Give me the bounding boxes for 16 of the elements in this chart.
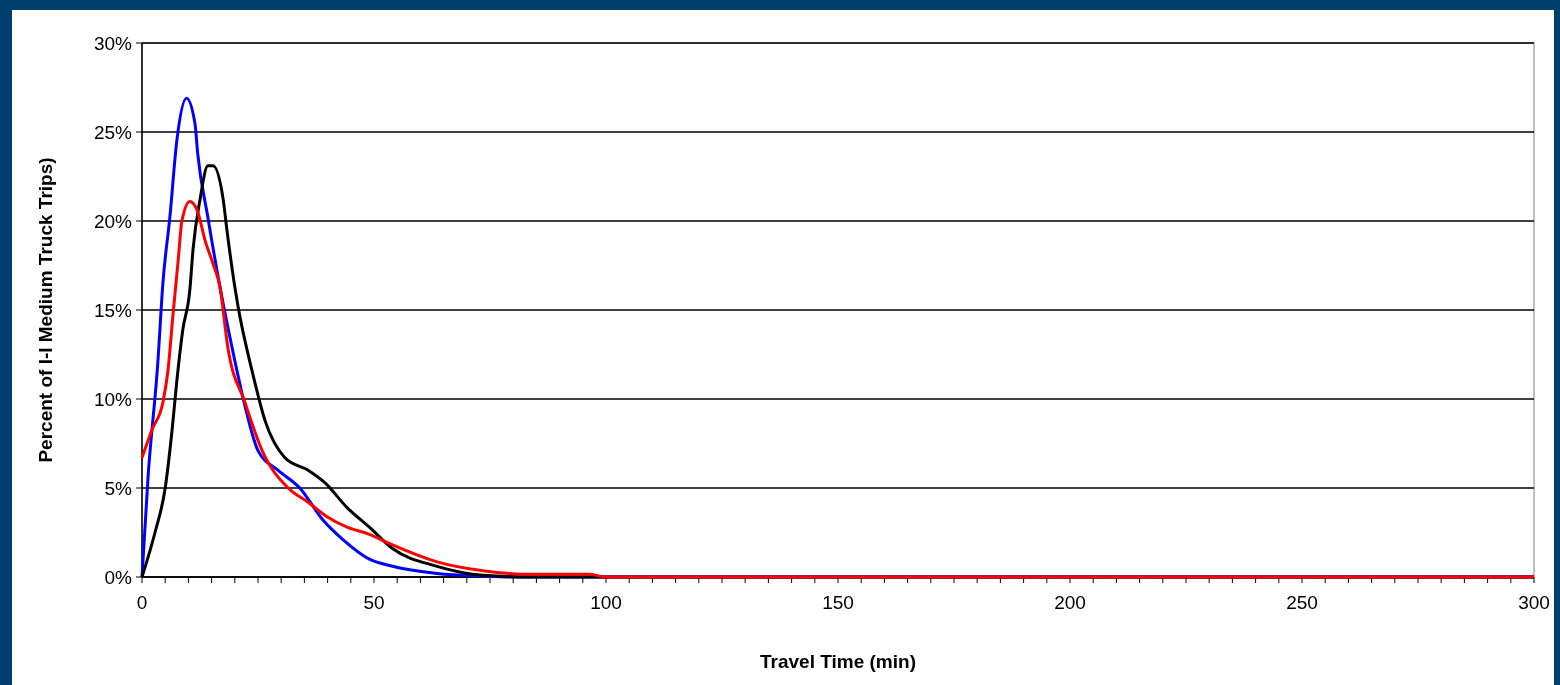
x-tick-label: 200 [1054, 592, 1086, 613]
y-tick-label: 30% [93, 32, 133, 54]
y-tick-label: 0% [104, 566, 133, 588]
x-tick-label: 250 [1286, 592, 1318, 613]
y-tick-label: 20% [93, 210, 133, 232]
x-axis-title: Travel Time (min) [760, 651, 916, 672]
x-tick-label: 300 [1518, 592, 1550, 613]
x-tick-label: 50 [363, 592, 385, 613]
x-tick-label: 150 [822, 592, 854, 613]
y-tick-label: 10% [93, 388, 133, 410]
x-tick-label: 100 [590, 592, 622, 613]
y-tick-label: 15% [93, 299, 133, 321]
y-tick-label: 25% [93, 121, 133, 143]
y-tick-label: 5% [104, 477, 133, 499]
x-tick-label: 0 [136, 592, 148, 613]
y-axis-title: Percent of I-I Medium Truck Trips) [35, 157, 56, 463]
